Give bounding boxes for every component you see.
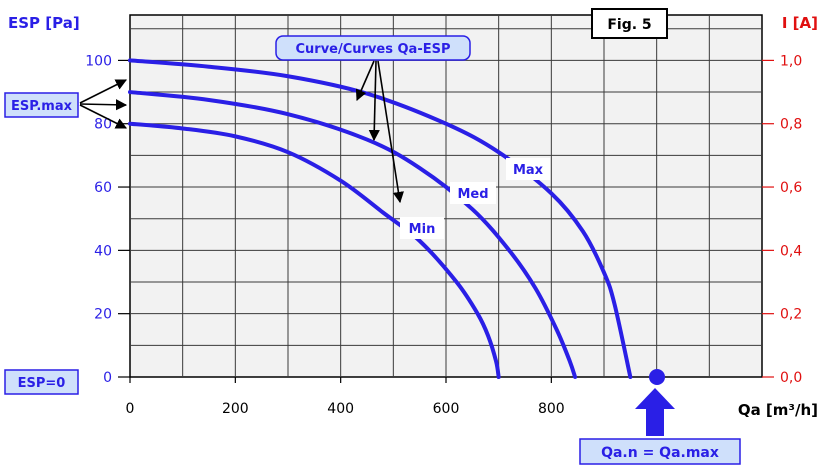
- x-tick-label: 200: [222, 401, 249, 417]
- curves-label: Curve/Curves Qa-ESP: [296, 42, 451, 57]
- figure-title: Fig. 5: [607, 17, 651, 33]
- qa-max-arrow: [635, 388, 675, 436]
- y2-tick-label: 0,0: [780, 370, 802, 386]
- y-tick-label: 80: [94, 117, 112, 133]
- esp-zero-box: [4, 369, 79, 395]
- med-label-box: [450, 182, 496, 204]
- max-curve-label: Max: [513, 163, 544, 178]
- y-tick-label: 60: [94, 180, 112, 196]
- y-tick-label: 0: [103, 370, 112, 386]
- series-line-max: [128, 58, 633, 379]
- min-curve-label: Min: [409, 222, 436, 237]
- figure-title-box: [591, 8, 668, 39]
- ticks: 0 200 400 600 800 0 20 40 60 80 100 0,0 0,2 0,4 0,6 0,8…: [85, 53, 802, 417]
- y2-tick-label: 1,0: [780, 53, 802, 69]
- curve-pointer-arrows: [79, 60, 404, 204]
- x-axis-title: Qa [m³/h]: [738, 401, 818, 419]
- x-tick-label: 800: [538, 401, 565, 417]
- esp-max-box: [4, 92, 79, 118]
- curves-label-box: [275, 35, 471, 61]
- y-axis-title: ESP [Pa]: [8, 14, 80, 32]
- qa-max-point: [649, 369, 665, 385]
- y2-axis-title: I [A]: [782, 14, 818, 32]
- y-tick-label: 20: [94, 307, 112, 323]
- max-label-box: [506, 158, 550, 180]
- y-tick-label: 40: [94, 243, 112, 259]
- y2-tick-label: 0,6: [780, 180, 802, 196]
- med-curve-label: Med: [457, 187, 488, 202]
- y2-tick-label: 0,8: [780, 117, 802, 133]
- x-tick-label: 400: [327, 401, 354, 417]
- x-tick-label: 600: [433, 401, 460, 417]
- min-label-box: [400, 217, 444, 239]
- esp-max-label: ESP.max: [11, 99, 73, 114]
- annotations: ESP [Pa] I [A] Qa [m³/h] Fig. 5 Curve/Cu…: [4, 8, 818, 465]
- y2-tick-label: 0,4: [780, 243, 802, 259]
- x-tick-label: 0: [126, 401, 135, 417]
- qa-max-label: Qa.n = Qa.max: [601, 445, 719, 461]
- esp-zero-label: ESP=0: [18, 376, 66, 391]
- y2-tick-label: 0,2: [780, 307, 802, 323]
- y-tick-label: 100: [85, 53, 112, 69]
- qa-max-box: [579, 438, 741, 465]
